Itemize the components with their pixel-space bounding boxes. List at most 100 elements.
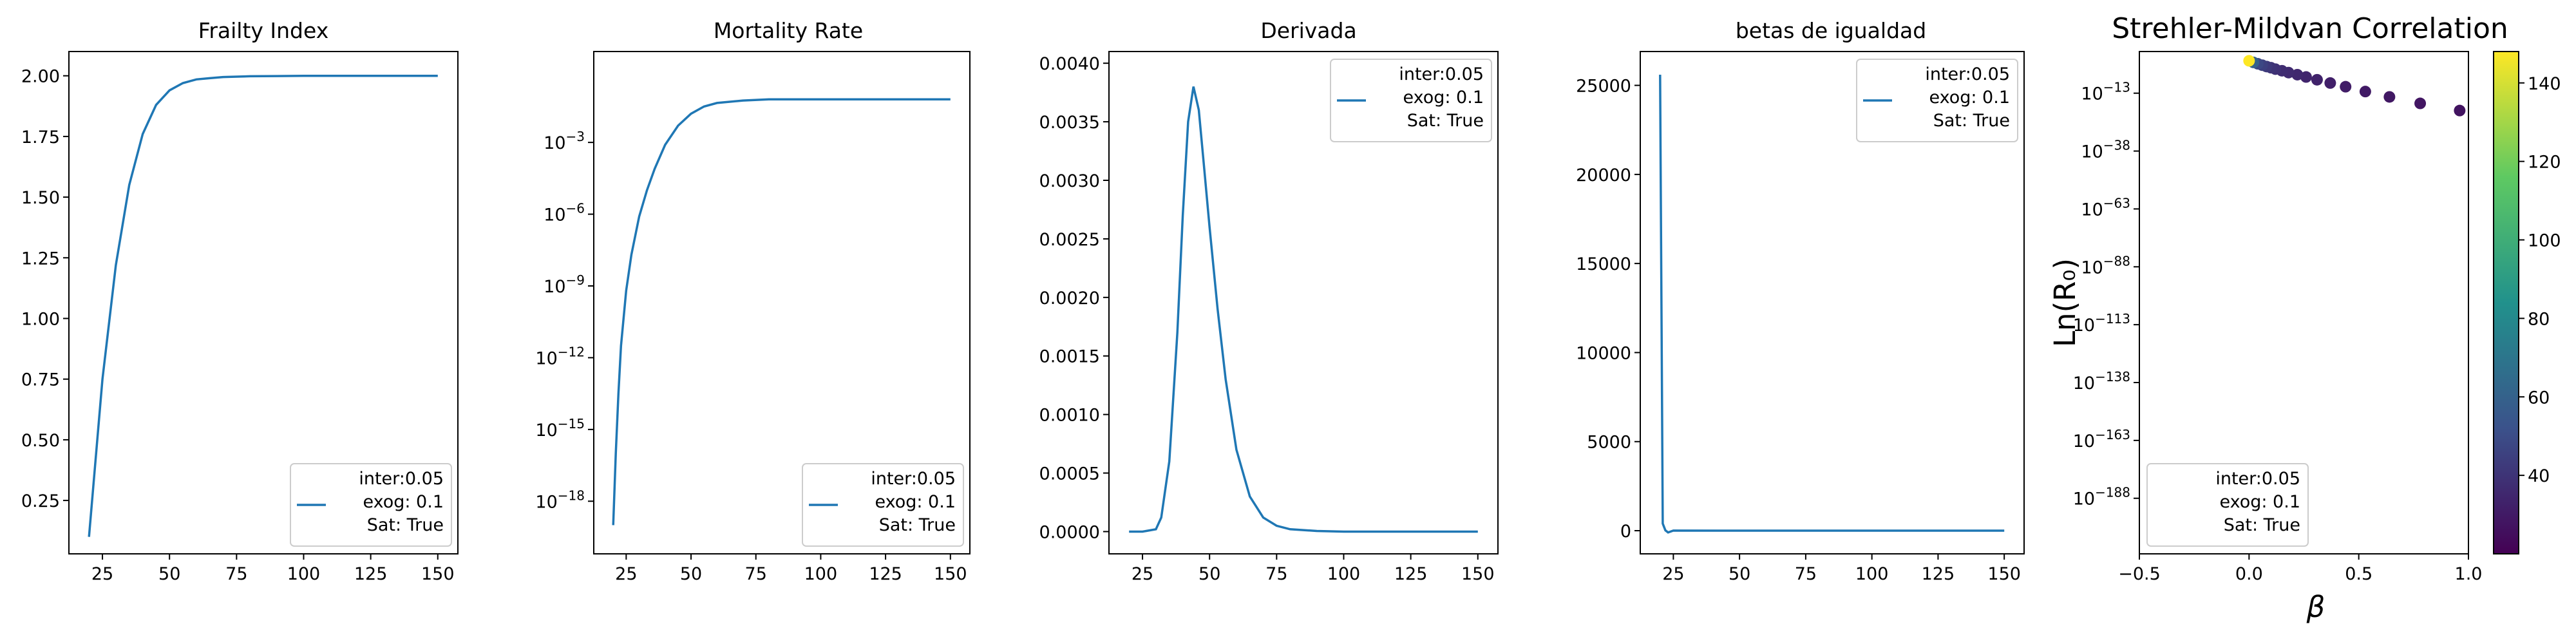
panel-betas-de-igualdad: betas de igualdad 25 50 75 100 125 150 0 5000 1…: [1576, 18, 2025, 584]
y-tick-label: 10−6: [544, 201, 585, 225]
x-ticks: 25 50 75 100 125 150: [91, 554, 455, 584]
panel-title: Mortality Rate: [714, 18, 863, 43]
colorbar-tick-label: 140: [2528, 74, 2561, 94]
colorbar-tick-label: 120: [2528, 153, 2561, 173]
y-tick-label: 10−63: [2081, 195, 2130, 220]
panel-title: Strehler-Mildvan Correlation: [2112, 12, 2508, 45]
colorbar-tick-label: 80: [2528, 309, 2550, 329]
x-tick-label: 50: [1728, 564, 1750, 584]
x-tick-label: 75: [1795, 564, 1817, 584]
plot-frame: [68, 51, 459, 554]
x-tick-label: 100: [1855, 564, 1889, 584]
x-tick-label: 0.5: [2345, 564, 2372, 584]
x-tick-label: 25: [91, 564, 113, 584]
y-ticks: 0 5000 10000 15000 20000 25000: [1576, 77, 1640, 542]
panel-mortality-rate: Mortality Rate 25 50 75 100 125 150 10−1810−1…: [535, 18, 971, 584]
colorbar-tick-label: 100: [2528, 231, 2561, 251]
x-tick-label: 50: [680, 564, 702, 584]
scatter-point: [2300, 71, 2312, 83]
y-ticks: 0.0000 0.0005 0.0010 0.0015 0.0020 0.0025 0.00…: [1039, 54, 1109, 542]
legend-box: [1330, 59, 1492, 142]
series-line: [88, 74, 438, 537]
legend-text: inter:0.05: [2215, 469, 2300, 489]
x-tick-label: 25: [615, 564, 637, 584]
y-tick-label: 0.0035: [1039, 113, 1100, 133]
legend-text: inter:0.05: [871, 469, 956, 489]
scatter-point: [2454, 104, 2466, 117]
colorbar-tick-label: 40: [2528, 466, 2550, 486]
x-tick-label: 25: [1662, 564, 1684, 584]
y-tick-label: 1.00: [21, 309, 60, 329]
x-tick-label: 100: [1327, 564, 1361, 584]
legend-text: Sat: True: [1407, 111, 1484, 131]
y-tick-label: 0.25: [21, 491, 60, 511]
y-tick-label: 1.25: [21, 249, 60, 269]
x-tick-label: 50: [158, 564, 180, 584]
y-ticks: 10−13 10−38 10−63 10−88 10−113 10−138 10−163 10…: [2073, 80, 2139, 509]
panel-strehler-mildvan: Strehler-Mildvan Correlation −0.5 0.0 0.5 1…: [2048, 12, 2561, 624]
y-tick-label: 0.0020: [1039, 289, 1100, 308]
plot-frame: [1108, 51, 1499, 554]
colorbar: [2493, 51, 2519, 554]
x-tick-label: 100: [287, 564, 321, 584]
x-tick-label: 150: [1461, 564, 1495, 584]
legend: inter:0.05 exog: 0.1 Sat: True: [802, 463, 964, 547]
legend-text: Sat: True: [367, 515, 444, 535]
y-tick-label: 0.0040: [1039, 54, 1100, 74]
legend: inter:0.05 exog: 0.1 Sat: True: [1856, 59, 2018, 142]
legend: inter:0.05 exog: 0.1 Sat: True: [290, 463, 452, 547]
legend: inter:0.05 exog: 0.1 Sat: True: [1330, 59, 1492, 142]
x-tick-label: 125: [1922, 564, 1955, 584]
scatter-points: [2243, 55, 2466, 117]
y-ticks: 10−18 10−15 10−12 10−9 10−6 10−3: [535, 129, 594, 512]
x-tick-label: 25: [1132, 564, 1153, 584]
x-tick-label: 75: [1265, 564, 1287, 584]
y-tick-label: 0: [1620, 522, 1631, 542]
scatter-point: [2414, 97, 2427, 109]
x-tick-label: −0.5: [2118, 564, 2161, 584]
x-tick-label: 0.0: [2235, 564, 2263, 584]
legend-text: inter:0.05: [1399, 64, 1484, 84]
panel-title: betas de igualdad: [1736, 18, 1926, 43]
x-axis-label: β: [2306, 590, 2325, 624]
plot-frame: [593, 51, 971, 554]
x-tick-label: 50: [1198, 564, 1220, 584]
y-tick-label: 10−9: [544, 272, 585, 297]
x-ticks: −0.5 0.0 0.5 1.0: [2118, 554, 2482, 584]
legend-text: exog: 0.1: [363, 492, 444, 512]
panel-title: Derivada: [1260, 18, 1356, 43]
x-tick-label: 100: [804, 564, 838, 584]
y-tick-label: 10−3: [544, 129, 585, 153]
legend-text: exog: 0.1: [1403, 88, 1484, 108]
y-tick-label: 10−38: [2081, 138, 2130, 162]
legend-text: Sat: True: [1933, 111, 2010, 131]
series-line: [612, 98, 951, 526]
panel-title: Frailty Index: [198, 18, 329, 43]
colorbar-ticks: 40 60 80 100 120 140: [2519, 74, 2561, 486]
panel-derivada: Derivada 25 50 75 100 125 150 0.00000.00050.0…: [1039, 18, 1499, 584]
legend-text: exog: 0.1: [875, 492, 956, 512]
y-tick-label: 20000: [1576, 166, 1631, 185]
legend-text: exog: 0.1: [2219, 492, 2300, 512]
y-tick-label: 0.0015: [1039, 347, 1100, 367]
y-tick-label: 10000: [1576, 343, 1631, 363]
legend-text: Sat: True: [2224, 515, 2300, 535]
x-tick-label: 125: [1394, 564, 1428, 584]
scatter-point: [2340, 80, 2352, 93]
legend-box: [1856, 59, 2018, 142]
y-tick-label: 1.50: [21, 188, 60, 208]
y-tick-label: 2.00: [21, 67, 60, 87]
plot-frame: [2139, 51, 2469, 554]
y-tick-label: 10−138: [2073, 369, 2130, 393]
y-tick-label: 25000: [1576, 77, 1631, 97]
scatter-point: [2359, 86, 2371, 98]
legend-text: inter:0.05: [1925, 64, 2010, 84]
y-ticks: 0.25 0.50 0.75 1.00 1.25 1.50 1.75 2.00: [21, 67, 69, 511]
y-tick-label: 10−18: [535, 488, 585, 512]
y-tick-label: 10−163: [2073, 427, 2130, 451]
scatter-point: [2324, 77, 2336, 89]
legend-text: exog: 0.1: [1929, 88, 2010, 108]
legend: inter:0.05 exog: 0.1 Sat: True: [2146, 463, 2309, 547]
y-tick-label: 0.0000: [1039, 522, 1100, 542]
y-tick-label: 10−113: [2073, 311, 2130, 336]
